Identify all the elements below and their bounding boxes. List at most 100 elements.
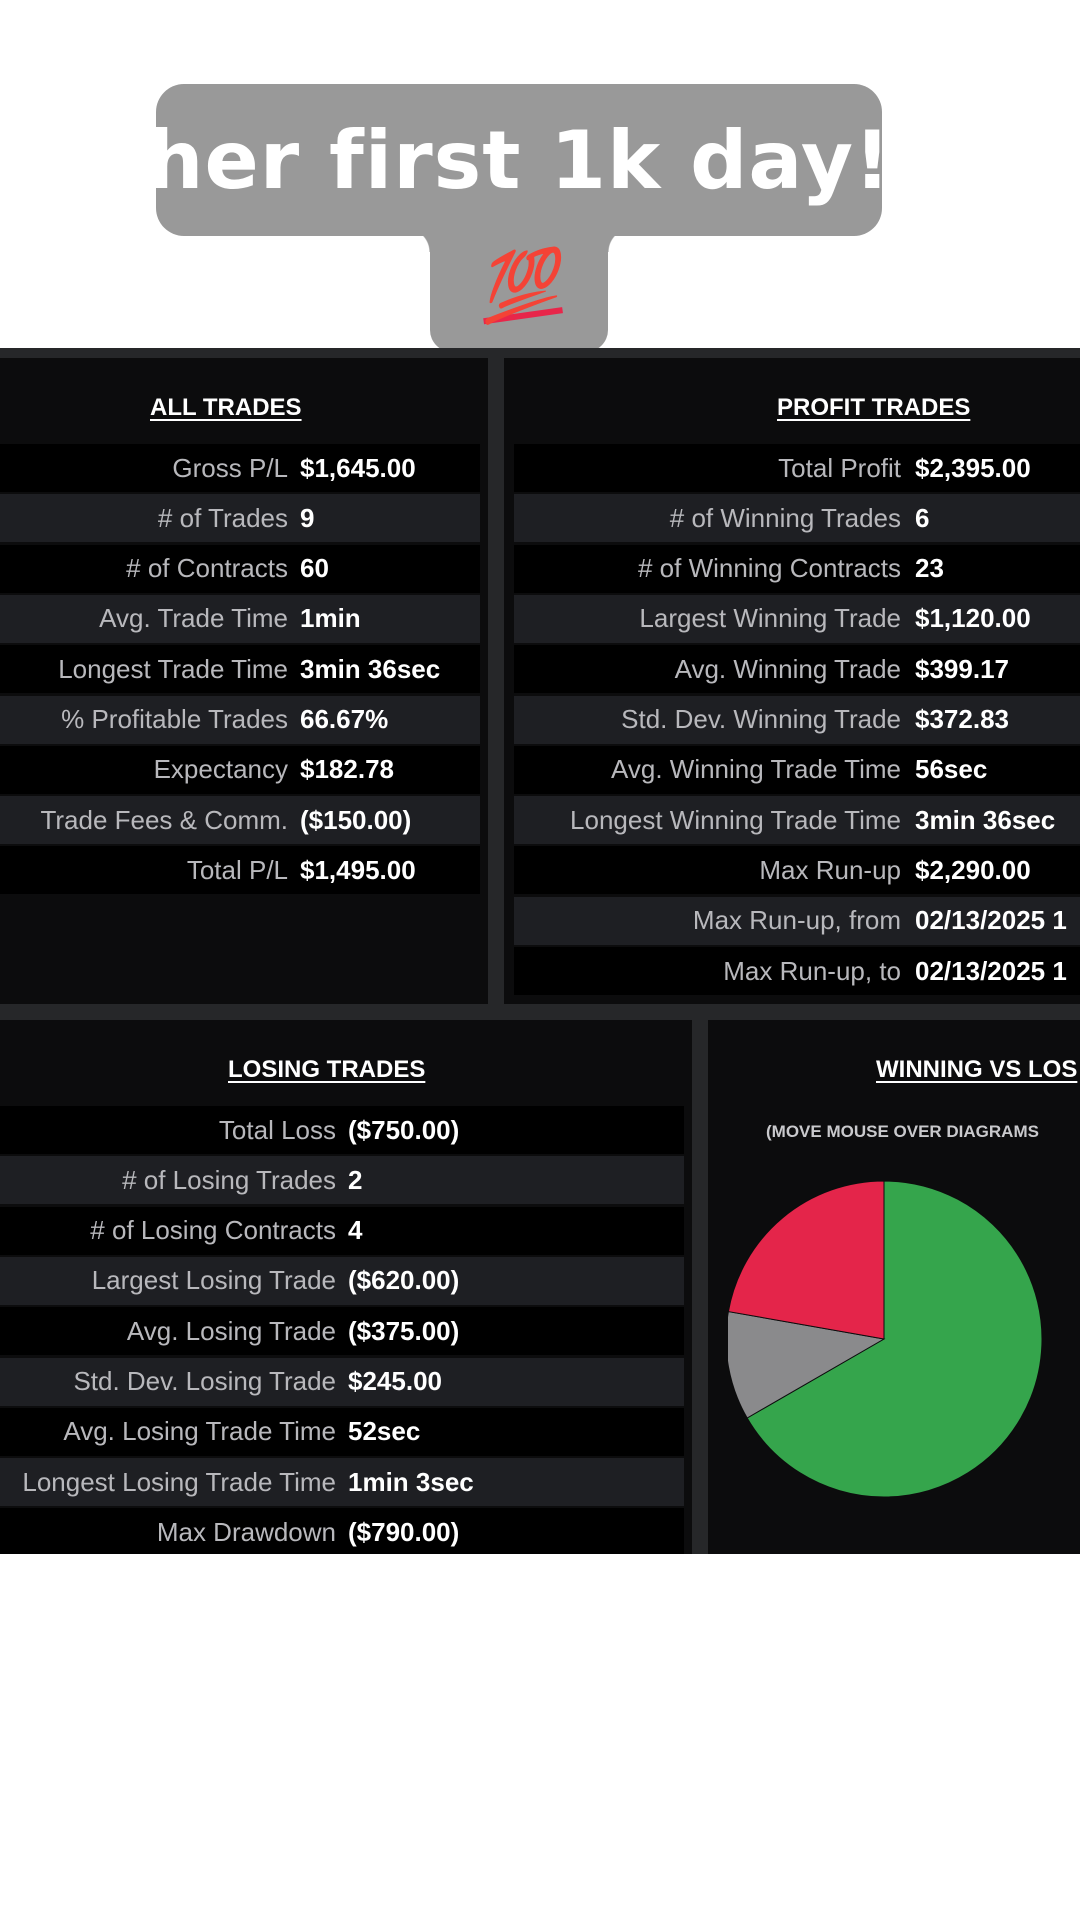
stat-row: # of Winning Trades 6 [514,494,1080,543]
stat-value: 3min 36sec [300,653,441,684]
stat-row: Largest Losing Trade ($620.00) [0,1256,684,1305]
stat-row: Gross P/L $1,645.00 [0,444,480,492]
stat-value: ($790.00) [348,1516,460,1547]
stat-label: # of Contracts [126,553,288,584]
stat-row: Total Profit $2,395.00 [514,444,1080,492]
losing-trades-title: LOSING TRADES [228,1056,426,1083]
stat-value: 4 [348,1215,363,1246]
stat-label: Max Run-up [759,854,901,885]
stat-row: Longest Losing Trade Time 1min 3sec [0,1458,684,1507]
stat-label: Avg. Trade Time [99,603,288,634]
stat-value: 02/13/2025 1 [915,905,1067,936]
stat-label: Max Run-up, to [723,955,901,986]
stat-value: ($620.00) [348,1265,460,1296]
stat-label: Total Loss [218,1114,336,1145]
stat-row: Std. Dev. Winning Trade $372.83 [514,695,1080,744]
all-trades-panel: ALL TRADES Gross P/L $1,645.00 # of Trades… [0,358,488,1004]
stat-label: % Profitable Trades [61,704,288,734]
stat-value: 1min [300,603,361,634]
all-trades-title: ALL TRADES [150,394,302,421]
stat-value: $1,495.00 [300,854,416,885]
stat-value: 2 [348,1164,363,1195]
stat-label: Longest Winning Trade Time [570,804,901,835]
pie-slice[interactable] [746,1180,1043,1498]
stat-value: 60 [300,553,329,584]
stat-value: $1,120.00 [915,603,1031,634]
stat-value: $245.00 [348,1366,442,1396]
stat-value: 1min 3sec [348,1466,474,1497]
caption-text: her first 1k day! [146,113,892,207]
stat-row: Trade Fees & Comm. ($150.00) [0,796,480,845]
stat-label: # of Winning Trades [669,502,901,533]
stat-label: # of Winning Contracts [637,553,901,584]
stat-label: # of Trades [157,502,288,533]
stat-value: $2,395.00 [915,452,1031,483]
stat-row: Largest Winning Trade $1,120.00 [514,594,1080,643]
stat-label: Max Drawdown [156,1516,336,1547]
winning-vs-losing-panel: WINNING VS LOS (MOVE MOUSE OVER DIAGRAMS [708,1020,1080,1554]
stat-label: Largest Winning Trade [639,603,901,634]
stat-label: Avg. Winning Trade [674,653,901,684]
stat-row: Avg. Trade Time 1min [0,594,480,643]
stat-row: % Profitable Trades 66.67% [0,695,480,744]
stat-label: Trade Fees & Comm. [40,804,288,835]
stat-row: Total P/L $1,495.00 [0,846,480,895]
stat-label: Longest Losing Trade Time [22,1466,336,1497]
stat-value: ($150.00) [300,804,412,835]
stat-label: Total P/L [186,854,288,885]
stat-label: Avg. Winning Trade Time [611,754,901,785]
stat-value: $2,290.00 [915,854,1031,885]
stat-label: # of Losing Contracts [90,1215,336,1246]
stat-value: $399.17 [915,653,1009,684]
stat-value: ($375.00) [348,1315,460,1346]
stat-row: Total Loss ($750.00) [0,1106,684,1154]
stat-label: Total Profit [778,452,901,483]
winning-vs-losing-pie-chart[interactable] [728,1180,1068,1520]
stat-row: Max Drawdown ($790.00) [0,1508,684,1554]
stat-row: Avg. Losing Trade ($375.00) [0,1307,684,1356]
stat-row: # of Winning Contracts 23 [514,544,1080,593]
stat-label: Max Run-up, from [692,905,901,936]
stat-row: Max Run-up, from 02/13/2025 1 [514,896,1080,945]
stat-row: Longest Trade Time 3min 36sec [0,645,480,694]
emoji-sticker: 💯 [406,228,632,352]
stat-label: Avg. Losing Trade Time [63,1416,336,1447]
stat-label: Avg. Losing Trade [126,1315,336,1346]
stat-value: 9 [300,502,315,533]
stat-label: Expectancy [153,754,288,785]
stat-value: 02/13/2025 1 [915,955,1067,986]
stat-value: $372.83 [915,704,1009,734]
stat-value: $182.78 [300,754,394,785]
profit-trades-panel: PROFIT TRADES Total Profit $2,395.00 # of … [504,358,1080,1004]
pie-slice[interactable] [728,1180,885,1340]
stat-value: 56sec [915,754,988,785]
hundred-points-icon: 💯 [474,242,564,328]
stat-row: Avg. Losing Trade Time 52sec [0,1407,684,1456]
stat-value: 6 [915,502,930,533]
stat-row: # of Trades 9 [0,494,480,543]
losing-trades-panel: LOSING TRADES Total Loss ($750.00) # of Lo… [0,1020,692,1554]
pie-slice[interactable] [728,1310,886,1419]
stat-label: Gross P/L [172,452,288,483]
profit-trades-title: PROFIT TRADES [777,394,971,421]
stat-value: 66.67% [300,704,389,734]
stat-row: Longest Winning Trade Time 3min 36sec [514,796,1080,845]
stat-value: 23 [915,553,944,584]
trade-stats-dashboard: ALL TRADES Gross P/L $1,645.00 # of Trades… [0,348,1080,1554]
stat-label: Largest Losing Trade [91,1265,336,1296]
stat-label: Std. Dev. Losing Trade [73,1366,336,1396]
stat-row: # of Losing Contracts 4 [0,1206,684,1255]
stat-label: Std. Dev. Winning Trade [621,704,901,734]
stat-label: Longest Trade Time [58,653,288,684]
stat-row: # of Losing Trades 2 [0,1156,684,1205]
chart-hint: (MOVE MOUSE OVER DIAGRAMS [766,1122,1039,1141]
stat-row: Std. Dev. Losing Trade $245.00 [0,1357,684,1406]
winning-vs-losing-title: WINNING VS LOS [876,1056,1078,1083]
stat-value: 52sec [348,1416,421,1447]
stat-row: Avg. Winning Trade $399.17 [514,645,1080,694]
caption-sticker: her first 1k day! [146,84,891,236]
stat-row: Avg. Winning Trade Time 56sec [514,745,1080,794]
stat-row: # of Contracts 60 [0,544,480,593]
stat-row: Expectancy $182.78 [0,745,480,794]
stat-row: Max Run-up $2,290.00 [514,846,1080,895]
